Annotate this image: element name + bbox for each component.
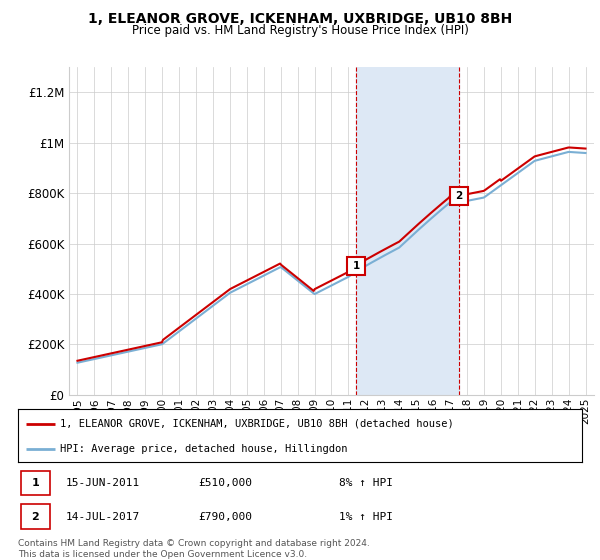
Text: Price paid vs. HM Land Registry's House Price Index (HPI): Price paid vs. HM Land Registry's House …	[131, 24, 469, 36]
Text: 8% ↑ HPI: 8% ↑ HPI	[340, 478, 394, 488]
Text: 1: 1	[352, 262, 359, 271]
Text: 1% ↑ HPI: 1% ↑ HPI	[340, 512, 394, 521]
Text: HPI: Average price, detached house, Hillingdon: HPI: Average price, detached house, Hill…	[60, 444, 348, 454]
FancyBboxPatch shape	[21, 505, 50, 529]
Text: 2: 2	[32, 512, 40, 521]
Text: £510,000: £510,000	[199, 478, 253, 488]
Text: £790,000: £790,000	[199, 512, 253, 521]
Text: 15-JUN-2011: 15-JUN-2011	[66, 478, 140, 488]
Text: 1: 1	[32, 478, 40, 488]
Bar	[356, 67, 459, 395]
Text: 2: 2	[455, 191, 463, 200]
Text: 1, ELEANOR GROVE, ICKENHAM, UXBRIDGE, UB10 8BH (detached house): 1, ELEANOR GROVE, ICKENHAM, UXBRIDGE, UB…	[60, 419, 454, 429]
Text: 1, ELEANOR GROVE, ICKENHAM, UXBRIDGE, UB10 8BH: 1, ELEANOR GROVE, ICKENHAM, UXBRIDGE, UB…	[88, 12, 512, 26]
FancyBboxPatch shape	[21, 471, 50, 495]
Text: Contains HM Land Registry data © Crown copyright and database right 2024.
This d: Contains HM Land Registry data © Crown c…	[18, 539, 370, 559]
Text: 14-JUL-2017: 14-JUL-2017	[66, 512, 140, 521]
